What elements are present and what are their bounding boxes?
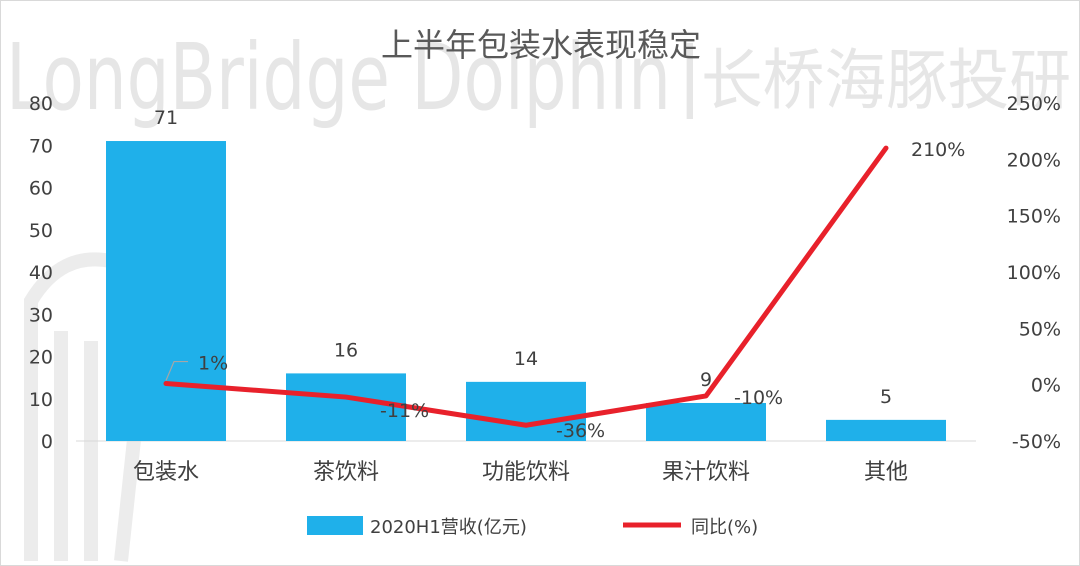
line-point	[524, 423, 528, 427]
category-label: 功能饮料	[482, 460, 570, 485]
left-axis-tick-label: 20	[29, 347, 53, 369]
line-point	[164, 382, 168, 386]
watermark-logo-icon	[24, 252, 143, 562]
category-label: 包装水	[133, 460, 199, 485]
bar	[106, 141, 226, 441]
bar-value-label: 71	[154, 107, 178, 129]
line-value-label: -11%	[380, 400, 429, 422]
right-axis-tick-label: 200%	[1007, 149, 1061, 171]
legend-line-label: 同比(%)	[691, 517, 758, 538]
line-data-labels: 1% -11% -36% -10% 210%	[165, 139, 965, 442]
legend-bar-label: 2020H1营收(亿元)	[370, 517, 527, 538]
right-axis-tick-label: 0%	[1031, 375, 1061, 397]
line-value-label: -10%	[734, 387, 783, 409]
category-label: 其他	[864, 460, 908, 485]
line-value-label: 210%	[911, 139, 965, 161]
bar	[286, 373, 406, 441]
watermark-separator: |	[677, 30, 703, 120]
left-axis-tick-label: 50	[29, 220, 53, 242]
right-axis: -50% 0% 50% 100% 150% 200% 250%	[1007, 93, 1061, 453]
left-axis: 0 10 20 30 40 50 60 70 80	[29, 93, 53, 453]
watermark: LongBridge Dolphin | 长桥海豚投研	[6, 24, 1071, 562]
label-leader-line	[165, 360, 188, 381]
right-axis-tick-label: 150%	[1007, 206, 1061, 228]
left-axis-tick-label: 10	[29, 389, 53, 411]
bar-series	[106, 141, 946, 441]
left-axis-tick-label: 80	[29, 93, 53, 115]
line-value-label: -36%	[556, 420, 605, 442]
bar-value-label: 9	[700, 369, 712, 391]
left-axis-tick-label: 40	[29, 262, 53, 284]
right-axis-tick-label: 250%	[1007, 93, 1061, 115]
left-axis-tick-label: 0	[41, 431, 53, 453]
line-series	[163, 145, 889, 428]
right-axis-tick-label: 50%	[1019, 318, 1061, 340]
line-value-label: 1%	[198, 353, 228, 375]
left-axis-tick-label: 30	[29, 304, 53, 326]
bar-value-label: 14	[514, 348, 538, 370]
right-axis-tick-label: 100%	[1007, 262, 1061, 284]
legend-bar-swatch	[307, 516, 363, 535]
category-label: 茶饮料	[313, 460, 379, 485]
right-axis-tick-label: -50%	[1012, 431, 1061, 453]
left-axis-tick-label: 60	[29, 178, 53, 200]
bar	[826, 419, 946, 441]
category-axis-labels: 包装水 茶饮料 功能饮料 果汁饮料 其他	[133, 460, 908, 485]
line-point	[884, 146, 888, 150]
chart-title: 上半年包装水表现稳定	[381, 26, 701, 64]
bar	[466, 381, 586, 441]
line-point	[344, 395, 348, 399]
bar-value-label: 16	[334, 339, 358, 361]
left-axis-tick-label: 70	[29, 135, 53, 157]
watermark-text-en: LongBridge Dolphin	[6, 24, 671, 131]
bar-data-labels: 71 16 14 9 5	[154, 107, 892, 408]
legend: 2020H1营收(亿元) 同比(%)	[307, 516, 758, 538]
bar	[646, 402, 766, 441]
bar-value-label: 5	[880, 386, 892, 408]
category-label: 果汁饮料	[662, 460, 750, 485]
watermark-text-cn: 长桥海豚投研	[701, 42, 1071, 119]
line-point	[704, 394, 708, 398]
